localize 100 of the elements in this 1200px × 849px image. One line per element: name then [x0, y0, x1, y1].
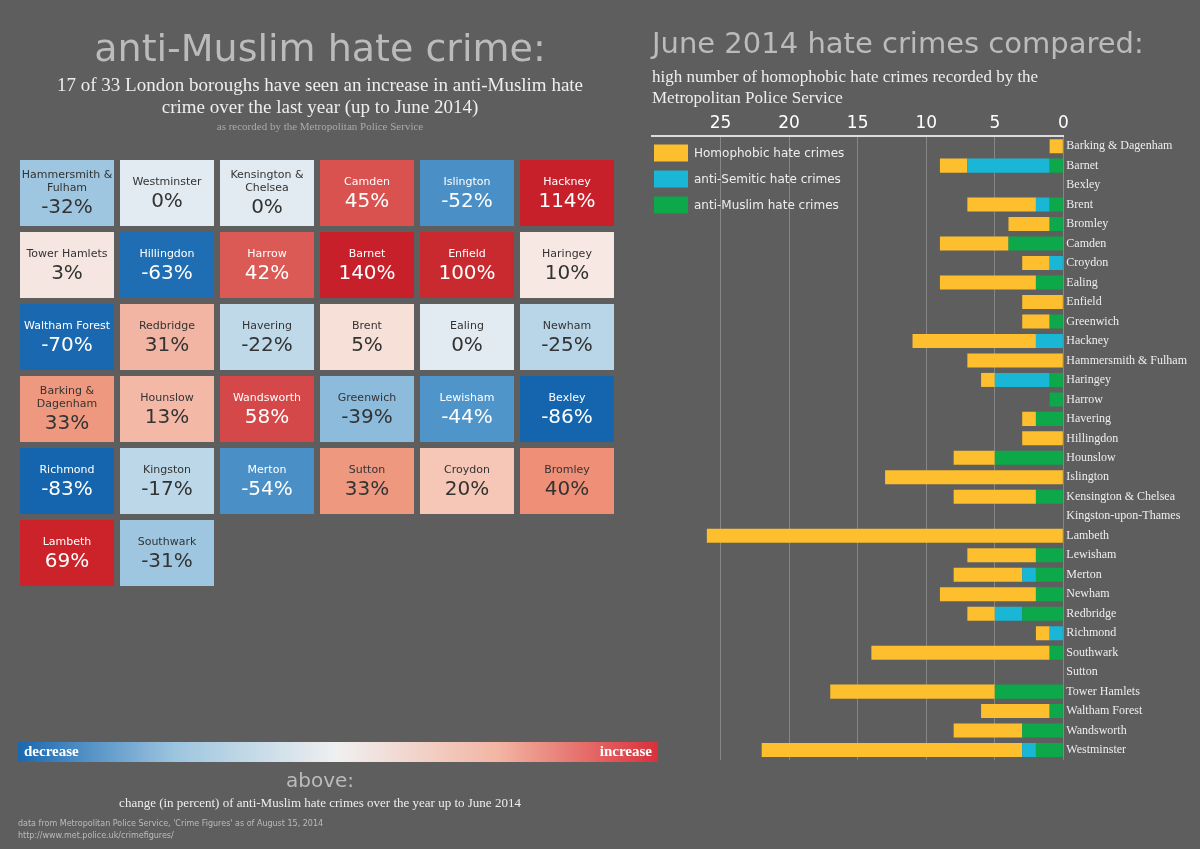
data-label: -63%	[141, 259, 193, 284]
bar	[967, 548, 1036, 563]
legend-label: anti-Semitic hate crimes	[694, 171, 841, 186]
bar	[1022, 256, 1050, 271]
bar	[953, 450, 995, 465]
bar	[939, 236, 1009, 251]
data-label: -17%	[141, 475, 193, 500]
data-label: 114%	[538, 187, 596, 212]
category-label: Barking & Dagenham	[35, 384, 99, 410]
chart-title: June 2014 hate crimes compared:	[652, 26, 1145, 60]
y-tick-label: Hackney	[1066, 333, 1109, 348]
bar	[953, 723, 1023, 738]
category-label: Bromley	[544, 462, 590, 476]
data-label: -31%	[141, 547, 193, 572]
category-label: Greenwich	[337, 390, 397, 404]
y-tick-label: Ealing	[1066, 274, 1098, 289]
bar	[1022, 411, 1036, 426]
y-tick-label: Waltham Forest	[1066, 703, 1144, 718]
bar	[1035, 567, 1063, 582]
bar	[1049, 139, 1063, 154]
y-tick-label: Southwark	[1066, 644, 1119, 659]
y-tick-label: Sutton	[1066, 664, 1098, 679]
category-label: Barnet	[348, 246, 386, 260]
data-label: 42%	[244, 259, 290, 284]
bar	[953, 489, 1036, 504]
y-tick-label: Brent	[1066, 196, 1094, 211]
y-tick-label: Croydon	[1066, 255, 1109, 270]
data-label: 13%	[144, 403, 190, 428]
data-label: 45%	[344, 187, 390, 212]
legend-label: Homophobic hate crimes	[694, 145, 845, 160]
data-label: -44%	[441, 403, 493, 428]
y-tick-label: Merton	[1066, 566, 1102, 581]
y-tick-label: Barking & Dagenham	[1066, 138, 1173, 153]
category-label: Sutton	[348, 462, 386, 476]
y-tick-label: Westminster	[1066, 742, 1127, 757]
category-label: Westminster	[132, 174, 202, 188]
category-label: Harrow	[247, 246, 287, 260]
category-label: Bexley	[548, 390, 586, 404]
text: anti-Muslim hate crime:	[93, 26, 547, 70]
category-label: Ealing	[450, 318, 484, 332]
data-label: 0%	[251, 194, 283, 218]
data-label: 0%	[451, 331, 483, 356]
data-label: -86%	[541, 403, 593, 428]
y-tick-label: Tower Hamlets	[1066, 683, 1141, 698]
y-tick-label: Richmond	[1066, 625, 1117, 640]
y-tick-label: Haringey	[1066, 372, 1111, 387]
category-label: Lewisham	[439, 390, 495, 404]
bar	[939, 275, 1036, 290]
category-label: Tower Hamlets	[26, 246, 108, 260]
y-tick-label: Harrow	[1066, 391, 1104, 406]
bar	[1022, 431, 1063, 446]
bar	[1049, 704, 1063, 719]
bar	[981, 704, 1050, 719]
category-label: Kensington & Chelsea	[229, 168, 305, 194]
bar	[1022, 723, 1063, 738]
data-label: -83%	[41, 475, 93, 500]
category-label: Southwark	[137, 534, 197, 548]
bar	[1049, 314, 1063, 329]
data-label: -39%	[341, 403, 393, 428]
data-label: 33%	[344, 475, 390, 500]
bar	[1049, 372, 1063, 387]
text: change (in percent) of anti-Muslim hate crimes over the year up to June 2014	[118, 795, 522, 811]
y-tick-label: Newham	[1066, 586, 1111, 601]
data-label: -52%	[441, 187, 493, 212]
data-label: 100%	[438, 259, 496, 284]
y-tick-label: Enfield	[1066, 294, 1102, 309]
category-label: Hammersmith & Fulham	[20, 168, 114, 194]
bar	[967, 606, 995, 621]
bar	[1049, 645, 1063, 660]
bar	[981, 372, 995, 387]
data-label: -32%	[41, 194, 93, 218]
bar	[939, 587, 1036, 602]
bar	[967, 197, 1036, 212]
bar	[1022, 314, 1050, 329]
y-tick-label: Greenwich	[1066, 313, 1119, 328]
category-label: Hounslow	[140, 390, 194, 404]
y-tick-label: Hammersmith & Fulham	[1066, 352, 1188, 367]
bar	[1008, 217, 1050, 232]
x-tick-label: 10	[915, 111, 938, 132]
data-label: 58%	[244, 403, 290, 428]
data-label: 10%	[544, 259, 590, 284]
bar	[761, 743, 1023, 758]
data-label: 31%	[144, 331, 190, 356]
bar	[1035, 275, 1063, 290]
y-tick-label: Kensington & Chelsea	[1066, 488, 1176, 503]
bar	[1022, 294, 1063, 309]
bar	[1035, 333, 1063, 348]
data-label: 40%	[544, 475, 590, 500]
bar	[1035, 626, 1050, 641]
category-label: Hillingdon	[139, 246, 195, 260]
category-label: Merton	[247, 462, 287, 476]
category-label: Newham	[542, 318, 592, 332]
y-tick-label: Hillingdon	[1066, 430, 1119, 445]
text: decrease	[24, 743, 79, 760]
category-label: Wandsworth	[232, 390, 302, 404]
data-label: 0%	[151, 187, 183, 212]
y-tick-label: Bexley	[1066, 177, 1101, 192]
bar	[1049, 626, 1063, 641]
bar	[830, 684, 995, 699]
y-tick-label: Hounslow	[1066, 450, 1117, 464]
